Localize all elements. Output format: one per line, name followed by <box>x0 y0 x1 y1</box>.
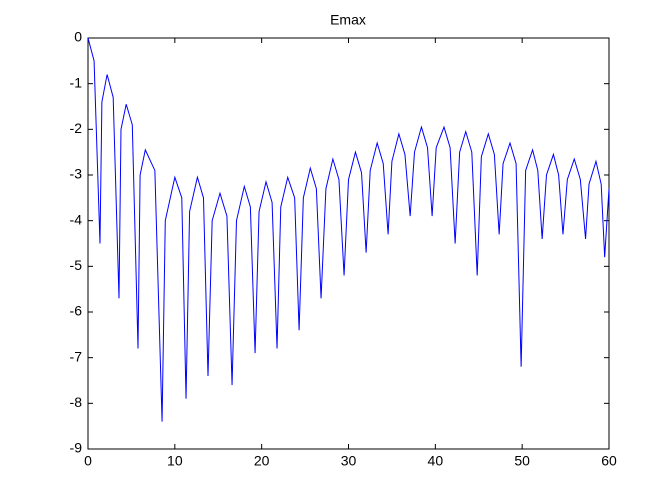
y-tick-label: -9 <box>70 440 83 456</box>
y-tick-label: -3 <box>70 166 83 182</box>
y-tick-label: -4 <box>70 211 83 227</box>
x-tick-label: 30 <box>341 453 357 469</box>
x-tick-label: 10 <box>167 453 183 469</box>
y-tick-label: -8 <box>70 394 83 410</box>
y-tick-label: -1 <box>70 74 83 90</box>
y-tick-label: -5 <box>70 257 83 273</box>
x-tick-label: 40 <box>428 453 444 469</box>
y-tick-label: -6 <box>70 303 83 319</box>
chart-title: Emax <box>330 12 366 28</box>
x-tick-label: 60 <box>601 453 617 469</box>
x-tick-label: 0 <box>84 453 92 469</box>
data-line <box>87 37 610 422</box>
x-tick-label: 20 <box>254 453 270 469</box>
x-tick-label: 50 <box>514 453 530 469</box>
y-tick-label: 0 <box>74 29 82 45</box>
plot-area <box>87 37 610 450</box>
y-tick-label: -7 <box>70 348 83 364</box>
y-tick-label: -2 <box>70 120 83 136</box>
